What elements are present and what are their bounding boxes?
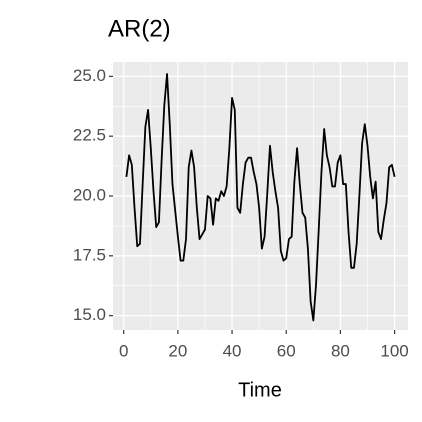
x-tick-label: 60 [277,341,296,360]
x-tick-label: 0 [119,341,128,360]
y-tick-label: 22.5 [73,126,106,145]
x-tick-label: 20 [168,341,187,360]
y-tick-label: 20.0 [73,185,106,204]
x-tick-label: 80 [331,341,350,360]
x-tick-label: 40 [223,341,242,360]
x-tick-label: 100 [380,341,408,360]
x-axis-title: Time [238,379,282,401]
chart-title: AR(2) [108,15,171,42]
y-tick-label: 17.5 [73,245,106,264]
y-tick-label: 25.0 [73,66,106,85]
y-tick-label: 15.0 [73,305,106,324]
line [125,73,396,322]
